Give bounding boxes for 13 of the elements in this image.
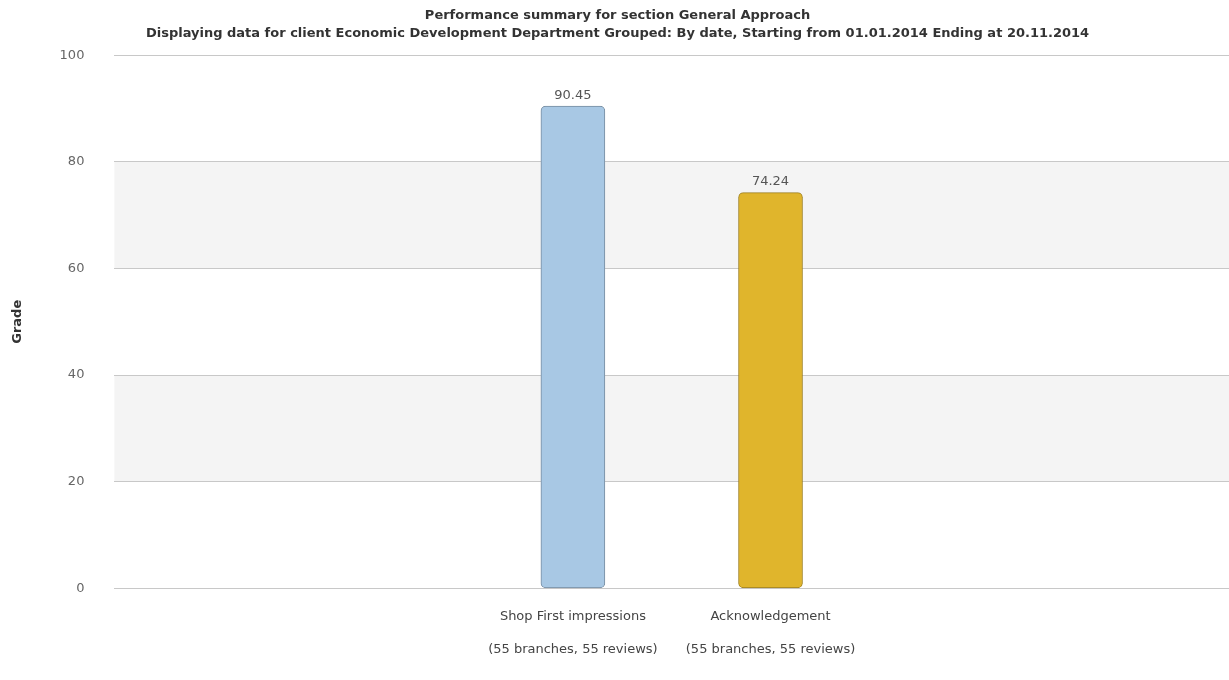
data-label: 74.24 bbox=[751, 173, 790, 189]
chart-title: Performance summary for section General Approach bbox=[424, 7, 811, 23]
y-tick-label: 20 bbox=[67, 473, 85, 489]
category-label: Acknowledgement (55 branches, 55 reviews) bbox=[685, 607, 856, 657]
data-label: 90.45 bbox=[554, 87, 592, 102]
y-axis-title: Grade bbox=[9, 299, 25, 344]
category-label: Shop First impressions (55 branches, 55 reviews) bbox=[488, 607, 658, 657]
y-tick-label: 0 bbox=[76, 579, 85, 595]
chart-subtitle: Displaying data for client Economic Development Department Grouped: By date, Starting from 01.01.2014 Ending at 20.11.2014 bbox=[145, 24, 1090, 40]
y-tick-label: 80 bbox=[67, 153, 85, 169]
y-tick-label: 40 bbox=[67, 366, 85, 382]
y-tick-label: 100 bbox=[59, 46, 85, 62]
y-tick-label: 60 bbox=[67, 259, 85, 275]
